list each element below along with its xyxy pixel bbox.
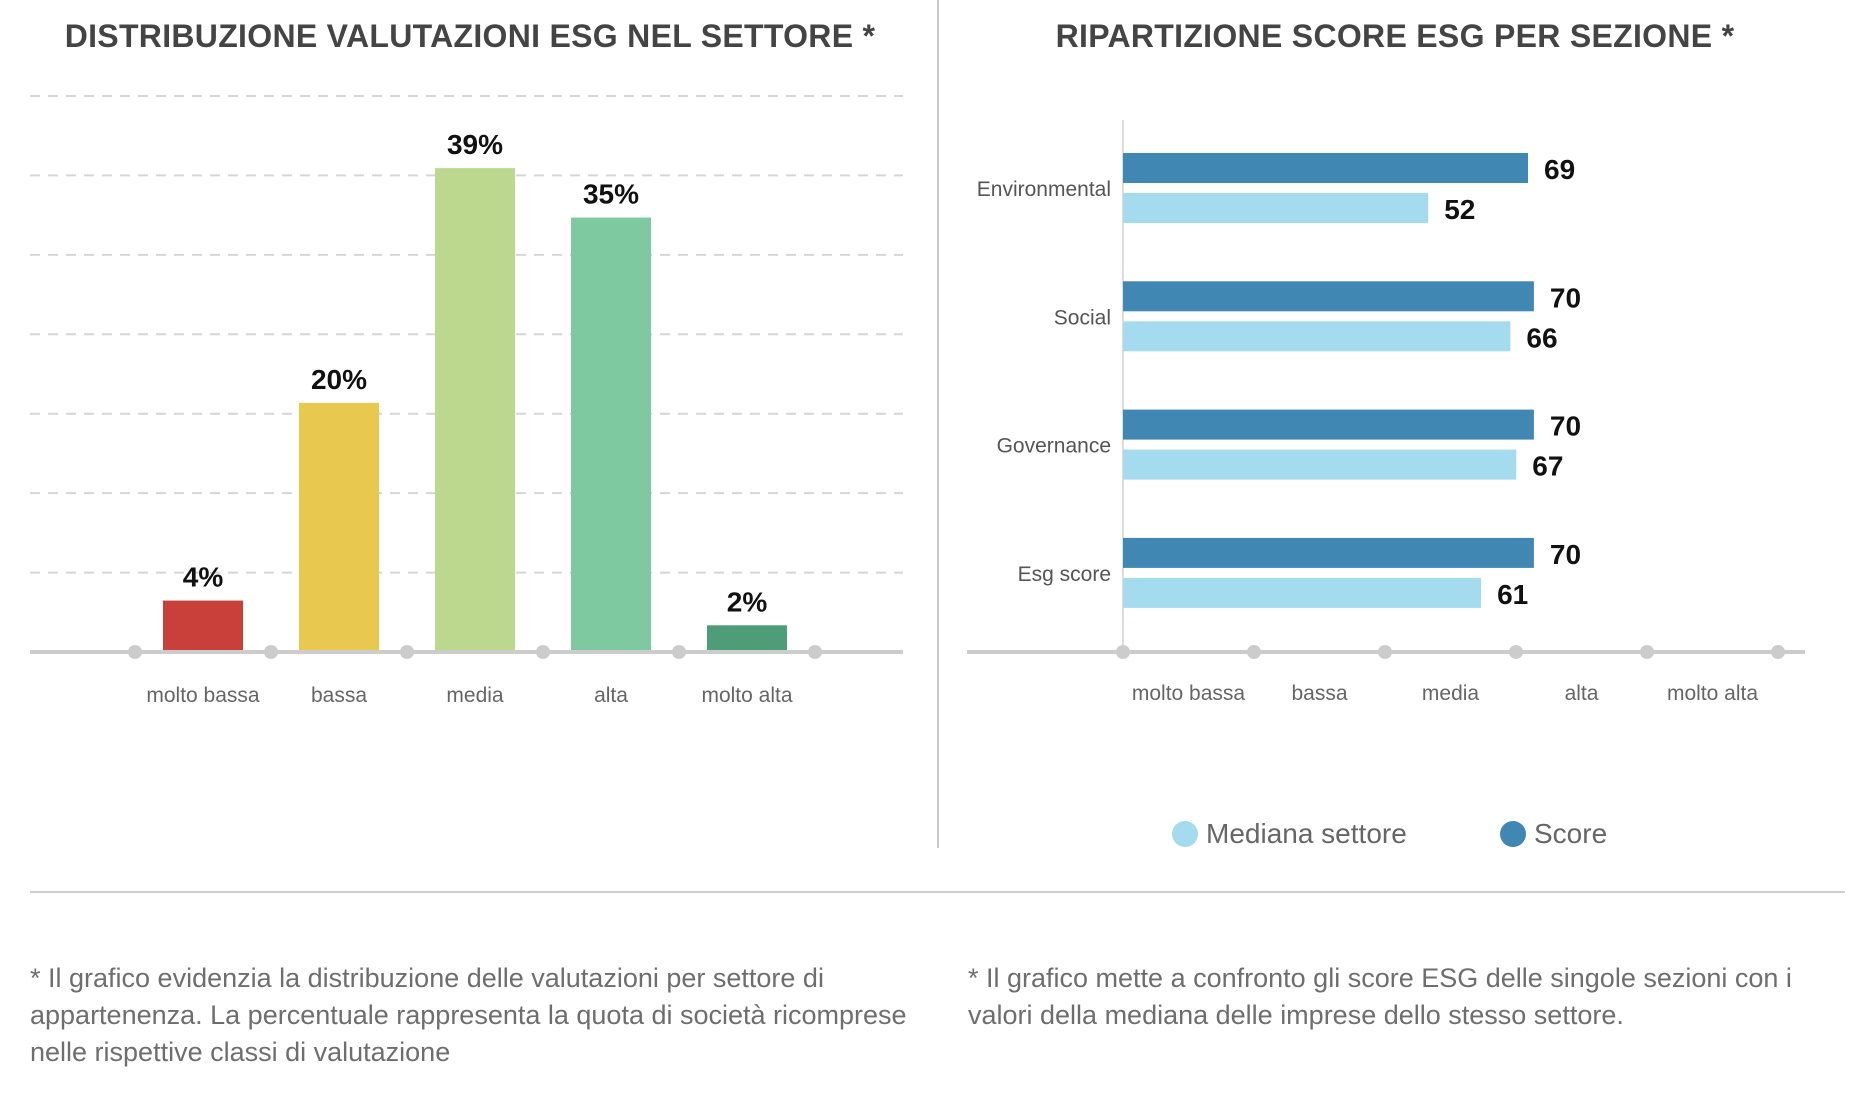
x-tick-label: molto bassa	[146, 684, 260, 707]
x-axis-tick-dot	[1247, 645, 1261, 659]
legend-item-median: Mediana settore	[1172, 818, 1407, 850]
bar-mediana-settore	[1123, 577, 1482, 608]
x-tick-label: media	[1422, 682, 1480, 705]
y-category-label: Environmental	[977, 178, 1111, 201]
left-chart-title: DISTRIBUZIONE VALUTAZIONI ESG NEL SETTOR…	[64, 18, 876, 54]
bar-value-label: 61	[1497, 579, 1528, 610]
bar-bassa	[299, 402, 379, 650]
y-category-label: Esg score	[1018, 563, 1111, 586]
legend-score-swatch	[1500, 821, 1526, 847]
footnote-right: * Il grafico mette a confronto gli score…	[968, 963, 1792, 1030]
bar-score	[1123, 409, 1534, 440]
bar-mediana-settore	[1123, 321, 1511, 352]
bar-mediana-settore	[1123, 193, 1429, 223]
bar-molto-alta	[707, 625, 787, 650]
legend-median-swatch	[1172, 821, 1198, 847]
x-axis-tick-dot	[1771, 645, 1785, 659]
section-score-chart: molto bassa bassa media alta molto alta Envir…	[967, 120, 1805, 705]
bar-value-label: 70	[1550, 282, 1581, 313]
x-tick-label: molto bassa	[1132, 682, 1246, 705]
x-axis-tick-dot	[128, 645, 142, 659]
x-tick-label: alta	[594, 684, 628, 707]
bar-value-label: 69	[1544, 154, 1575, 185]
x-tick-label: bassa	[311, 684, 367, 707]
y-category-label: Social	[1054, 306, 1111, 329]
bar-molto-bassa	[163, 600, 243, 650]
bar-score	[1123, 281, 1534, 312]
x-axis-tick-dot	[672, 645, 686, 659]
bar-value-label: 52	[1444, 194, 1475, 225]
bar-value-label: 70	[1550, 539, 1581, 570]
vertical-divider	[937, 0, 939, 848]
bar-value-label: 67	[1532, 451, 1563, 482]
x-axis-tick-dot	[1509, 645, 1523, 659]
legend-median-label: Mediana settore	[1206, 818, 1407, 849]
bar-value-label: 4%	[183, 562, 224, 593]
bar-value-label: 66	[1526, 322, 1557, 353]
rating-distribution-chart: 4% molto bassa 20% bassa 39% media 35% alta 2% mo…	[30, 95, 903, 707]
legend-score-label: Score	[1534, 818, 1608, 849]
x-axis-tick-dot	[1116, 645, 1130, 659]
bar-value-label: 70	[1550, 411, 1581, 442]
bar-value-label: 39%	[447, 129, 503, 160]
bar-media	[435, 168, 515, 650]
x-tick-label: molto alta	[1667, 682, 1758, 705]
x-axis-tick-dot	[1378, 645, 1392, 659]
bar-score	[1123, 153, 1529, 183]
bar-mediana-settore	[1123, 449, 1517, 480]
legend-item-score: Score	[1500, 818, 1607, 850]
x-axis-tick-dot	[536, 645, 550, 659]
x-tick-label: bassa	[1291, 682, 1347, 705]
bar-value-label: 20%	[311, 364, 367, 395]
x-axis-tick-dot	[1640, 645, 1654, 659]
x-tick-label: molto alta	[701, 684, 792, 707]
right-chart-title: RIPARTIZIONE SCORE ESG PER SEZIONE *	[1055, 18, 1735, 54]
x-axis-tick-dot	[808, 645, 822, 659]
x-axis-tick-dot	[400, 645, 414, 659]
y-category-label: Governance	[997, 435, 1111, 458]
horizontal-divider	[30, 891, 1845, 893]
bar-score	[1123, 537, 1534, 568]
x-axis-tick-dot	[264, 645, 278, 659]
footnote-left: * Il grafico evidenzia la distribuzione …	[30, 963, 907, 1067]
bar-value-label: 2%	[727, 586, 768, 617]
bar-value-label: 35%	[583, 179, 639, 210]
x-tick-label: media	[446, 684, 504, 707]
x-tick-label: alta	[1565, 682, 1599, 705]
bar-alta	[571, 217, 651, 651]
